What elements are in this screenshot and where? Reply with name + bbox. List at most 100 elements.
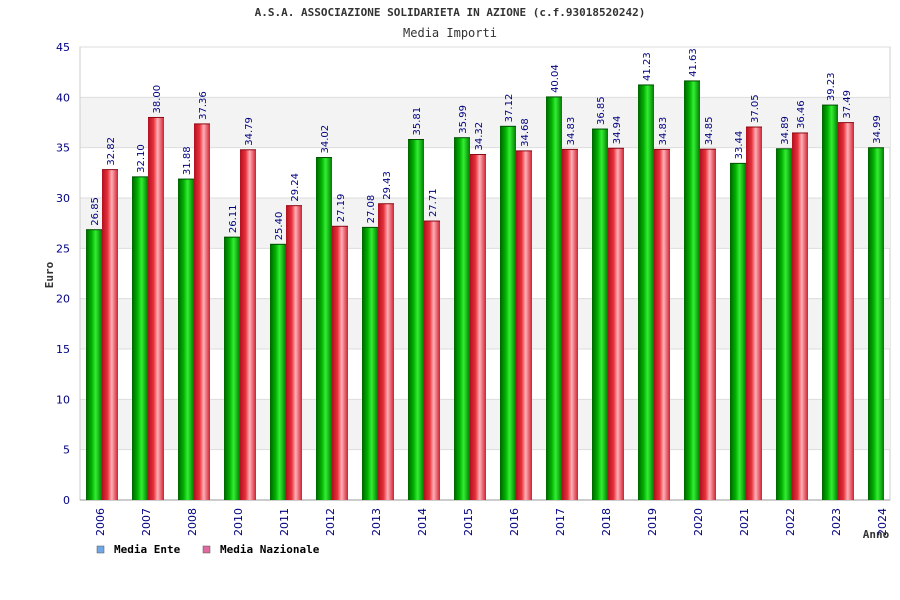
bar-media-nazionale (424, 221, 440, 500)
data-label: 31.88 (182, 146, 193, 175)
data-label: 29.24 (290, 173, 301, 202)
y-tick-label: 5 (63, 444, 70, 457)
chart-subtitle: Media Importi (403, 26, 497, 40)
data-label: 36.85 (596, 96, 607, 125)
data-label: 32.82 (106, 137, 117, 166)
data-label: 34.32 (474, 122, 485, 151)
data-label: 36.46 (796, 100, 807, 129)
bar-media-ente (822, 105, 838, 501)
bar-media-ente (132, 176, 148, 501)
data-label: 27.08 (366, 195, 377, 224)
y-tick-label: 30 (56, 192, 70, 205)
bar-media-nazionale (838, 122, 854, 500)
bar-media-nazionale (700, 149, 716, 500)
bar-media-nazionale (608, 148, 624, 500)
chart-title: A.S.A. ASSOCIAZIONE SOLIDARIETA IN AZION… (255, 6, 646, 19)
x-tick-label: 2013 (370, 508, 383, 536)
data-label: 34.02 (320, 125, 331, 154)
bar-media-ente (776, 148, 792, 501)
data-label: 29.43 (382, 171, 393, 200)
data-label: 39.23 (826, 72, 837, 101)
bar-media-nazionale (240, 149, 256, 500)
x-tick-label: 2014 (416, 508, 429, 536)
y-tick-label: 25 (56, 242, 70, 255)
bar-media-nazionale (562, 149, 578, 501)
bar-media-ente (730, 163, 746, 500)
data-label: 41.23 (642, 52, 653, 81)
y-tick-label: 35 (56, 142, 70, 155)
bar-media-ente (362, 227, 378, 501)
x-tick-label: 2018 (600, 508, 613, 536)
data-label: 34.89 (780, 116, 791, 145)
legend-label-media-ente: Media Ente (114, 543, 181, 556)
data-label: 34.99 (872, 115, 883, 144)
bar-media-ente (500, 126, 516, 501)
x-tick-label: 2016 (508, 508, 521, 536)
bar-media-nazionale (470, 154, 486, 500)
bar-media-nazionale (792, 132, 808, 500)
x-tick-label: 2020 (692, 508, 705, 536)
data-label: 37.49 (842, 90, 853, 119)
x-tick-label: 2012 (324, 508, 337, 536)
data-label: 34.79 (244, 117, 255, 146)
bar-media-nazionale (654, 149, 670, 501)
data-label: 33.44 (734, 131, 745, 160)
legend-swatch-media-ente (96, 545, 105, 554)
data-label: 37.36 (198, 91, 209, 120)
bar-media-ente (316, 157, 332, 501)
bar-media-ente (546, 96, 562, 500)
bar-media-nazionale (332, 226, 348, 500)
data-label: 26.11 (228, 205, 239, 234)
x-axis-label: Anno (863, 528, 890, 541)
bar-media-nazionale (746, 127, 762, 500)
x-tick-label: 2010 (232, 508, 245, 536)
data-label: 34.68 (520, 118, 531, 147)
bar-media-ente (224, 237, 240, 500)
data-label: 35.99 (458, 105, 469, 134)
data-label: 35.81 (412, 107, 423, 136)
x-tick-label: 2017 (554, 508, 567, 536)
bar-media-nazionale (102, 169, 118, 500)
legend-swatch-media-nazionale (202, 545, 211, 554)
y-tick-label: 40 (56, 91, 70, 104)
data-label: 34.85 (704, 117, 715, 146)
x-tick-label: 2007 (140, 508, 153, 536)
bar-media-nazionale (516, 150, 532, 500)
y-axis-ticks: 0 5 10 15 20 25 30 35 40 45 (56, 41, 70, 507)
data-label: 41.63 (688, 48, 699, 77)
bar-media-ente (868, 147, 884, 500)
bar-media-ente (454, 137, 470, 500)
data-label: 34.83 (658, 117, 669, 146)
data-label: 37.12 (504, 94, 515, 123)
data-label: 34.94 (612, 116, 623, 145)
data-label: 40.04 (550, 64, 561, 93)
x-tick-label: 2024 (876, 508, 889, 536)
data-labels: 26.85 32.82 32.10 38.00 31.88 37.36 26.11 34.79… (90, 48, 883, 240)
data-label: 27.19 (336, 194, 347, 223)
bar-media-ente (684, 80, 700, 500)
data-label: 26.85 (90, 197, 101, 226)
bar-media-ente (178, 179, 194, 501)
bar-media-nazionale (286, 205, 302, 500)
bar-media-ente (408, 139, 424, 500)
bar-media-nazionale (378, 203, 394, 500)
y-tick-label: 45 (56, 41, 70, 54)
x-tick-label: 2011 (278, 508, 291, 536)
y-tick-label: 10 (56, 393, 70, 406)
x-tick-label: 2015 (462, 508, 475, 536)
bar-media-ente (270, 244, 286, 500)
data-label: 37.05 (750, 94, 761, 123)
bars (86, 80, 884, 501)
bar-media-nazionale (148, 117, 164, 500)
bar-media-nazionale (194, 123, 210, 500)
data-label: 32.10 (136, 144, 147, 173)
legend-label-media-nazionale: Media Nazionale (220, 543, 320, 556)
data-label: 34.83 (566, 117, 577, 146)
x-tick-label: 2006 (94, 508, 107, 536)
y-axis-label: Euro (43, 261, 56, 288)
data-label: 27.71 (428, 188, 439, 217)
x-tick-label: 2023 (830, 508, 843, 536)
data-label: 25.40 (274, 212, 285, 241)
data-label: 38.00 (152, 85, 163, 114)
